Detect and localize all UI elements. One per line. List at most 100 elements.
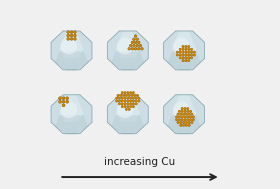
Circle shape <box>181 107 184 110</box>
Circle shape <box>193 51 194 52</box>
Circle shape <box>121 102 124 105</box>
Circle shape <box>124 106 125 107</box>
Circle shape <box>182 57 184 59</box>
Circle shape <box>182 51 185 54</box>
Circle shape <box>181 110 184 113</box>
Circle shape <box>133 92 134 93</box>
Polygon shape <box>111 115 144 135</box>
Circle shape <box>190 54 193 56</box>
Circle shape <box>63 97 64 98</box>
Circle shape <box>178 110 181 113</box>
Circle shape <box>140 47 143 50</box>
Circle shape <box>188 48 190 51</box>
Circle shape <box>187 108 188 109</box>
Circle shape <box>185 113 188 115</box>
Circle shape <box>132 102 135 105</box>
Circle shape <box>141 47 143 50</box>
Polygon shape <box>107 95 148 134</box>
Circle shape <box>121 103 123 105</box>
Circle shape <box>181 110 183 113</box>
Circle shape <box>136 38 139 41</box>
Circle shape <box>192 118 195 121</box>
Circle shape <box>134 47 137 50</box>
Circle shape <box>127 102 129 105</box>
Circle shape <box>117 94 119 97</box>
Circle shape <box>136 38 137 39</box>
Polygon shape <box>107 31 148 70</box>
Circle shape <box>134 94 136 97</box>
Circle shape <box>179 121 182 124</box>
Circle shape <box>187 51 190 54</box>
Circle shape <box>183 122 184 123</box>
Circle shape <box>188 51 190 53</box>
Circle shape <box>62 100 65 103</box>
Circle shape <box>182 57 183 58</box>
Circle shape <box>59 101 60 102</box>
Circle shape <box>124 105 126 108</box>
Circle shape <box>128 94 130 97</box>
Circle shape <box>188 124 190 126</box>
Circle shape <box>74 38 76 40</box>
Circle shape <box>74 35 75 36</box>
Circle shape <box>185 54 187 56</box>
Circle shape <box>177 113 179 115</box>
Circle shape <box>177 122 178 123</box>
Circle shape <box>181 119 182 120</box>
Circle shape <box>185 113 188 115</box>
Circle shape <box>130 106 131 107</box>
Circle shape <box>132 100 135 102</box>
Circle shape <box>184 107 186 110</box>
Circle shape <box>182 124 185 126</box>
Circle shape <box>135 97 137 100</box>
Circle shape <box>184 110 186 113</box>
Circle shape <box>179 57 181 59</box>
Circle shape <box>128 47 130 50</box>
Circle shape <box>71 31 72 32</box>
Polygon shape <box>172 94 196 122</box>
Circle shape <box>128 108 130 111</box>
Circle shape <box>128 48 129 49</box>
Circle shape <box>127 91 129 94</box>
Circle shape <box>190 113 193 115</box>
Circle shape <box>182 51 184 53</box>
Circle shape <box>175 118 178 121</box>
Circle shape <box>186 107 189 110</box>
Circle shape <box>124 105 126 108</box>
Circle shape <box>139 44 142 47</box>
Circle shape <box>129 100 132 102</box>
Circle shape <box>115 97 118 100</box>
Circle shape <box>190 48 193 51</box>
Circle shape <box>117 101 134 118</box>
Polygon shape <box>167 115 201 135</box>
Circle shape <box>130 103 131 104</box>
Circle shape <box>181 116 182 117</box>
Circle shape <box>138 100 140 102</box>
Circle shape <box>67 31 70 34</box>
Circle shape <box>67 31 70 34</box>
Circle shape <box>132 91 135 94</box>
Circle shape <box>133 44 135 47</box>
Circle shape <box>182 45 185 48</box>
Circle shape <box>184 119 186 121</box>
Circle shape <box>185 49 186 50</box>
Polygon shape <box>59 94 84 122</box>
Circle shape <box>128 94 130 97</box>
Circle shape <box>187 119 188 120</box>
Circle shape <box>136 45 137 46</box>
Circle shape <box>124 91 126 94</box>
Circle shape <box>190 54 193 56</box>
Circle shape <box>117 38 134 54</box>
Circle shape <box>58 97 62 100</box>
Circle shape <box>178 119 181 121</box>
Circle shape <box>179 54 181 56</box>
Polygon shape <box>164 95 205 134</box>
Circle shape <box>187 111 188 112</box>
Circle shape <box>136 38 139 41</box>
Circle shape <box>125 94 128 97</box>
Circle shape <box>137 47 140 50</box>
Circle shape <box>190 51 193 53</box>
Circle shape <box>179 51 180 52</box>
Circle shape <box>191 57 192 58</box>
Circle shape <box>138 48 139 49</box>
Circle shape <box>184 108 185 109</box>
